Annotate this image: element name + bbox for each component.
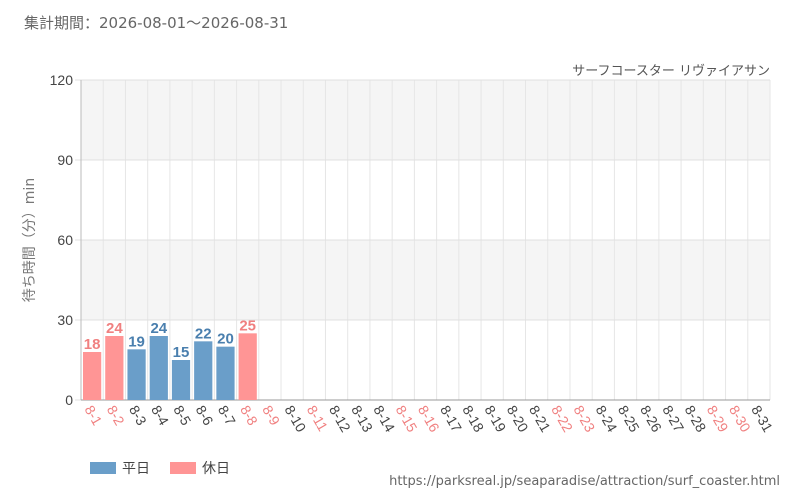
period-label: 集計期間：2026-08-01～2026-08-31 (24, 14, 289, 32)
x-tick-label-8-27: 8-27 (659, 403, 687, 435)
x-tick-label-8-6: 8-6 (193, 403, 217, 429)
x-tick-label-8-14: 8-14 (370, 403, 398, 435)
y-tick-label: 30 (57, 312, 73, 328)
y-tick-label: 60 (57, 232, 73, 248)
x-tick-label-8-2: 8-2 (104, 403, 128, 429)
x-tick-label-8-31: 8-31 (748, 403, 776, 435)
x-tick-label-8-19: 8-19 (482, 403, 510, 435)
x-tick-label-8-20: 8-20 (504, 403, 532, 435)
legend-item-weekday: 平日 (90, 458, 150, 478)
bar-8-8 (238, 333, 257, 400)
plot-band (81, 240, 770, 320)
legend-swatch-holiday (170, 462, 196, 474)
bar-8-3 (127, 349, 146, 400)
x-tick-label-8-8: 8-8 (237, 403, 261, 429)
data-label-8-5: 15 (173, 344, 190, 361)
x-tick-label-8-30: 8-30 (726, 403, 754, 435)
y-tick-label: 0 (65, 392, 73, 408)
legend-item-holiday: 休日 (170, 458, 230, 478)
legend: 平日 休日 (90, 458, 230, 478)
legend-label-weekday: 平日 (122, 461, 150, 477)
bar-8-5 (171, 360, 191, 400)
bar-8-6 (194, 341, 213, 400)
x-tick-label-8-10: 8-10 (282, 403, 310, 435)
source-url: https://parksreal.jp/seaparadise/attract… (389, 474, 780, 489)
bar-8-2 (105, 336, 124, 400)
x-tick-label-8-1: 8-1 (82, 403, 106, 429)
x-tick-label-8-28: 8-28 (682, 403, 710, 435)
plot-band (81, 160, 770, 240)
x-tick-label-8-7: 8-7 (215, 403, 239, 429)
x-tick-label-8-24: 8-24 (593, 403, 621, 435)
y-tick-label: 90 (57, 152, 73, 168)
x-tick-label-8-21: 8-21 (526, 403, 554, 435)
x-tick-label-8-3: 8-3 (126, 403, 150, 429)
y-tick-label: 120 (50, 72, 74, 88)
x-tick-label-8-18: 8-18 (459, 403, 487, 435)
x-tick-label-8-11: 8-11 (304, 403, 331, 435)
plot-band (81, 80, 770, 160)
chart-title: サーフコースター リヴァイアサン (572, 64, 770, 79)
x-tick-label-8-4: 8-4 (148, 403, 172, 429)
x-tick-label-8-9: 8-9 (259, 403, 283, 429)
legend-swatch-weekday (90, 462, 116, 474)
x-tick-label-8-25: 8-25 (615, 403, 643, 435)
data-label-8-4: 24 (150, 320, 167, 337)
data-label-8-3: 19 (128, 333, 145, 350)
bar-8-7 (216, 346, 235, 400)
x-tick-label-8-17: 8-17 (437, 403, 465, 435)
x-tick-label-8-22: 8-22 (548, 403, 576, 435)
bar-8-4 (149, 336, 168, 400)
data-label-8-2: 24 (106, 320, 123, 337)
legend-label-holiday: 休日 (202, 461, 230, 477)
x-tick-label-8-12: 8-12 (326, 403, 354, 435)
x-tick-label-8-26: 8-26 (637, 403, 665, 435)
data-label-8-6: 22 (195, 325, 212, 342)
x-tick-label-8-5: 8-5 (170, 403, 194, 429)
x-tick-label-8-13: 8-13 (348, 403, 376, 435)
x-tick-label-8-15: 8-15 (393, 403, 421, 435)
data-label-8-8: 25 (239, 317, 256, 334)
data-label-8-1: 18 (84, 336, 101, 353)
data-label-8-7: 20 (217, 331, 234, 348)
y-axis-label: 待ち時間（分）min (22, 178, 38, 302)
x-tick-label-8-23: 8-23 (570, 403, 598, 435)
x-tick-label-8-29: 8-29 (704, 403, 732, 435)
x-tick-label-8-16: 8-16 (415, 403, 443, 435)
bar-8-1 (83, 352, 102, 400)
